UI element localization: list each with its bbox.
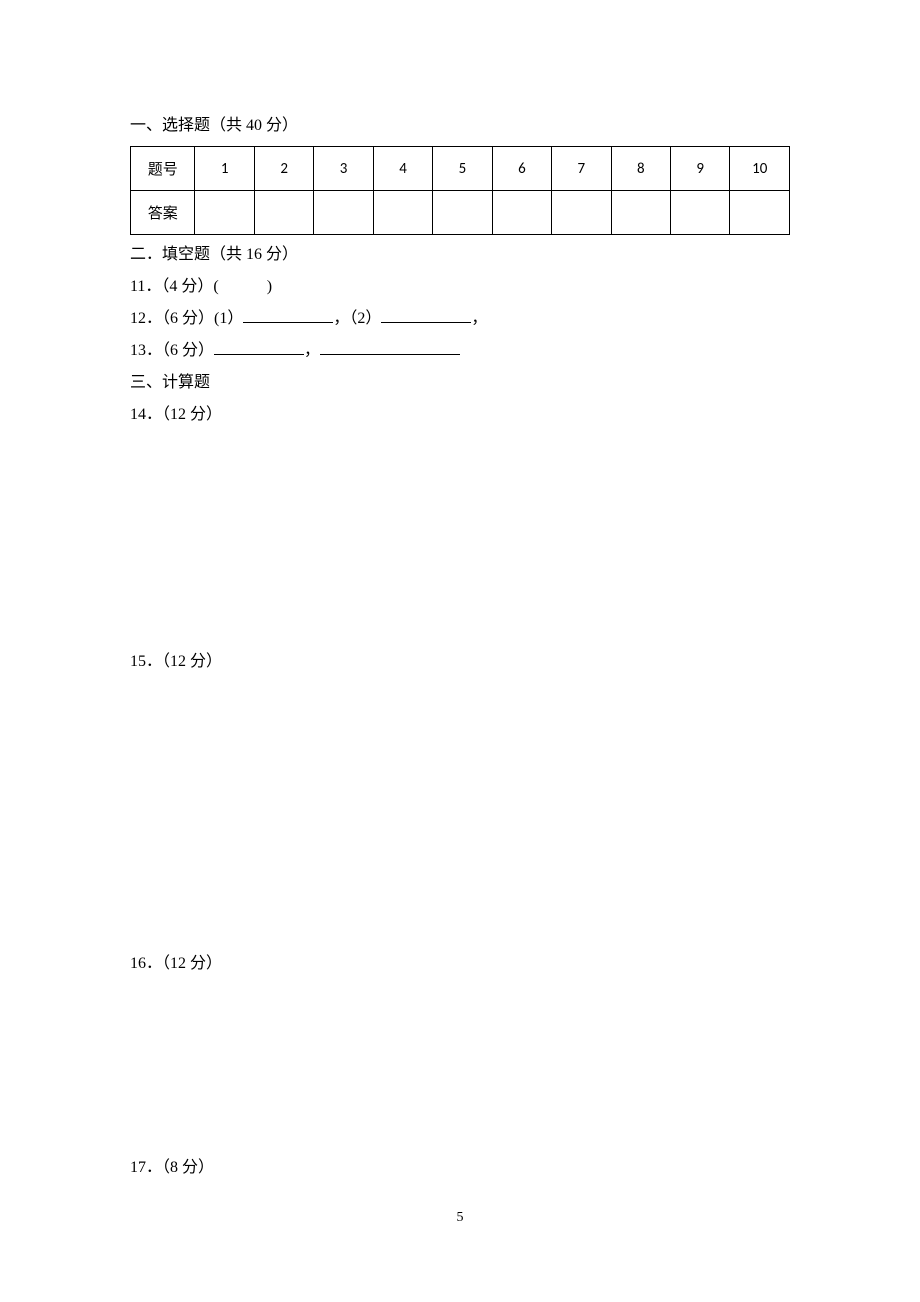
col-1: 1 xyxy=(195,147,254,191)
q16-line: 16．（12 分） xyxy=(130,948,222,980)
section1-heading: 一、选择题（共 40 分） xyxy=(130,110,790,142)
answer-cell-10 xyxy=(730,191,790,235)
q12-line: 12．（6 分）(1） ，（2） ， xyxy=(130,303,790,335)
answer-cell-6 xyxy=(492,191,551,235)
q13-prefix: 13．（6 分） xyxy=(130,342,214,359)
col-6: 6 xyxy=(492,147,551,191)
answer-cell-8 xyxy=(611,191,670,235)
q17-line: 17．（8 分） xyxy=(130,1152,214,1184)
q12-prefix: 12．（6 分）(1） xyxy=(130,310,243,327)
q13-blank-2 xyxy=(320,341,460,355)
col-2: 2 xyxy=(254,147,313,191)
section3-heading: 三、计算题 xyxy=(130,367,790,399)
q11-suffix: ) xyxy=(267,278,272,295)
row-label-answer: 答案 xyxy=(131,191,195,235)
table-answer-row: 答案 xyxy=(131,191,790,235)
col-10: 10 xyxy=(730,147,790,191)
q13-mid: ， xyxy=(304,342,320,359)
q13-blank-1 xyxy=(214,341,304,355)
table-header-row: 题号 1 2 3 4 5 6 7 8 9 10 xyxy=(131,147,790,191)
answer-cell-4 xyxy=(373,191,432,235)
q14-line: 14．（12 分） xyxy=(130,399,790,431)
section2-heading: 二．填空题（共 16 分） xyxy=(130,239,790,271)
answer-cell-2 xyxy=(254,191,313,235)
col-5: 5 xyxy=(433,147,492,191)
answer-cell-7 xyxy=(552,191,611,235)
q15-line: 15．（12 分） xyxy=(130,646,222,678)
q11-prefix: 11．（4 分）( xyxy=(130,278,219,295)
col-8: 8 xyxy=(611,147,670,191)
col-7: 7 xyxy=(552,147,611,191)
col-9: 9 xyxy=(670,147,729,191)
answer-cell-9 xyxy=(670,191,729,235)
col-4: 4 xyxy=(373,147,432,191)
col-3: 3 xyxy=(314,147,373,191)
page-number: 5 xyxy=(0,1210,920,1226)
q13-line: 13．（6 分） ， xyxy=(130,335,790,367)
answer-cell-1 xyxy=(195,191,254,235)
row-label-question-number: 题号 xyxy=(131,147,195,191)
q12-blank-1 xyxy=(243,309,333,323)
answer-cell-3 xyxy=(314,191,373,235)
q12-mid: ，（2） xyxy=(333,310,381,327)
answer-cell-5 xyxy=(433,191,492,235)
q12-blank-2 xyxy=(381,309,471,323)
q12-suffix: ， xyxy=(471,310,487,327)
q11-line: 11．（4 分）( ) xyxy=(130,271,790,303)
answer-table: 题号 1 2 3 4 5 6 7 8 9 10 答案 xyxy=(130,146,790,235)
